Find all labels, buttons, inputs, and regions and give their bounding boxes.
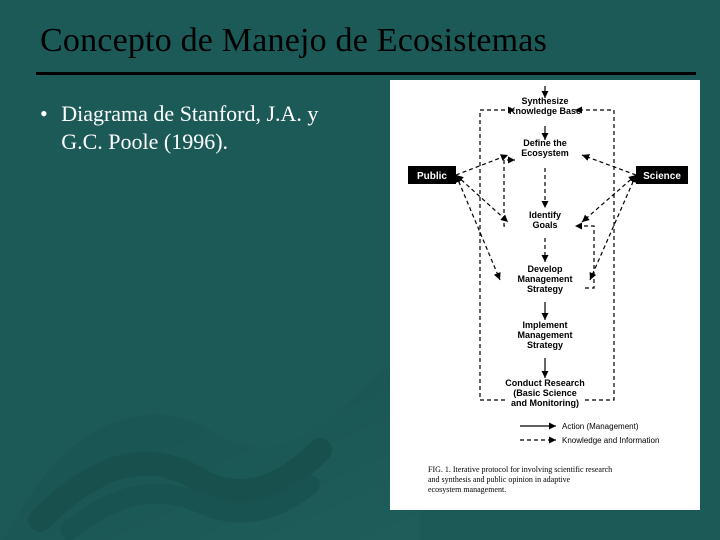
bullet-text: Diagrama de Stanford, J.A. y G.C. Poole … xyxy=(61,100,341,155)
svg-text:DevelopManagementStrategy: DevelopManagementStrategy xyxy=(517,264,572,294)
svg-text:Conduct Research(Basic Science: Conduct Research(Basic Scienceand Monito… xyxy=(505,378,585,408)
svg-text:Define theEcosystem: Define theEcosystem xyxy=(521,138,569,158)
diagram-panel: SynthesizeKnowledge Base Define theEcosys… xyxy=(390,80,700,510)
svg-text:IdentifyGoals: IdentifyGoals xyxy=(529,210,561,230)
svg-text:FIG. 1. Iterative protocol f: FIG. 1. Iterative protocol for involving… xyxy=(428,465,612,494)
bullet-marker-icon: • xyxy=(40,100,48,128)
svg-text:SynthesizeKnowledge Base: SynthesizeKnowledge Base xyxy=(509,96,581,116)
svg-text:Knowledge and Information: Knowledge and Information xyxy=(562,436,659,445)
svg-text:Science: Science xyxy=(643,171,681,182)
bullet-item: • Diagrama de Stanford, J.A. y G.C. Pool… xyxy=(40,100,360,155)
svg-text:ImplementManagementStrategy: ImplementManagementStrategy xyxy=(517,320,572,350)
slide: Concepto de Manejo de Ecosistemas • Diag… xyxy=(0,0,720,540)
slide-title: Concepto de Manejo de Ecosistemas xyxy=(40,22,690,60)
title-underline xyxy=(36,72,696,75)
flowchart-svg: SynthesizeKnowledge Base Define theEcosys… xyxy=(390,80,700,510)
body-text: • Diagrama de Stanford, J.A. y G.C. Pool… xyxy=(40,100,360,155)
svg-text:Public: Public xyxy=(417,171,447,182)
svg-text:Action (Management): Action (Management) xyxy=(562,422,639,431)
background-art xyxy=(0,280,420,540)
